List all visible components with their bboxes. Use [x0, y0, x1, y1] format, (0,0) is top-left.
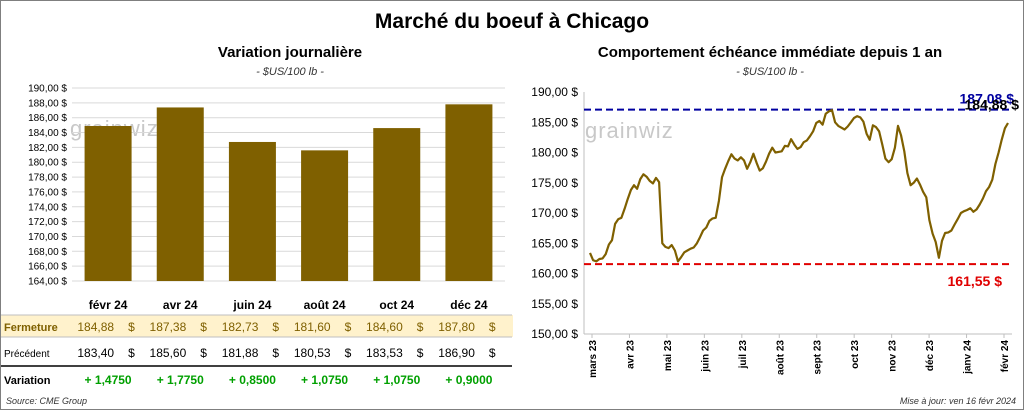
- x-tick-label: août 24: [304, 298, 346, 312]
- watermark: grainwiz: [585, 118, 674, 143]
- y-tick-label: 165,00 $: [531, 236, 578, 250]
- table-cell: 184,88: [77, 320, 114, 334]
- table-cell: 183,53: [366, 346, 403, 360]
- table-cell-unit: $: [272, 320, 279, 334]
- table-cell-unit: $: [417, 320, 424, 334]
- bar: [228, 141, 276, 281]
- table-cell-unit: $: [128, 346, 135, 360]
- table-cell: + 0,8500: [229, 373, 276, 387]
- x-tick-label: févr 24: [89, 298, 128, 312]
- table-cell-unit: $: [128, 320, 135, 334]
- table-cell: 187,38: [150, 320, 187, 334]
- x-tick-label: juin 23: [700, 340, 711, 373]
- x-tick-label: août 23: [775, 340, 786, 375]
- table-cell-unit: $: [272, 346, 279, 360]
- x-tick-label: juin 24: [232, 298, 271, 312]
- bar: [445, 104, 493, 281]
- update-note: Mise à jour: ven 16 févr 2024: [899, 396, 1016, 406]
- left-chart-title: Variation journalière: [217, 44, 363, 61]
- y-tick-label: 166,00 $: [28, 262, 67, 273]
- x-tick-label: mars 23: [588, 340, 599, 378]
- high-value-label: 187,08 $: [960, 91, 1015, 107]
- y-tick-label: 170,00 $: [28, 232, 67, 243]
- price-series-line: [588, 108, 1009, 263]
- x-tick-label: juil 23: [738, 340, 749, 370]
- x-tick-label: avr 24: [163, 298, 198, 312]
- table-cell-unit: $: [345, 346, 352, 360]
- table-cell: + 1,4750: [85, 373, 132, 387]
- table-row-label: Précédent: [4, 349, 50, 360]
- table-cell: + 1,7750: [157, 373, 204, 387]
- y-tick-label: 190,00 $: [28, 84, 67, 95]
- x-tick-label: sept 23: [813, 340, 824, 375]
- y-tick-label: 184,00 $: [28, 128, 67, 139]
- table-row-label: Fermeture: [4, 322, 58, 334]
- x-tick-label: oct 23: [850, 340, 861, 369]
- table-cell-unit: $: [489, 320, 496, 334]
- source-note: Source: CME Group: [6, 396, 88, 406]
- table-cell: + 0,9000: [445, 373, 492, 387]
- table-cell-unit: $: [345, 320, 352, 334]
- y-tick-label: 186,00 $: [28, 113, 67, 124]
- y-tick-label: 168,00 $: [28, 247, 67, 258]
- y-tick-label: 164,00 $: [28, 277, 67, 288]
- y-tick-label: 185,00 $: [531, 115, 578, 129]
- y-tick-label: 182,00 $: [28, 143, 67, 154]
- bar: [301, 150, 349, 281]
- table-cell-unit: $: [489, 346, 496, 360]
- x-tick-label: janv 24: [963, 340, 974, 375]
- x-tick-label: nov 23: [888, 340, 899, 372]
- bar: [156, 107, 204, 282]
- y-tick-label: 160,00 $: [531, 267, 578, 281]
- table-cell: 185,60: [150, 346, 187, 360]
- x-tick-label: mai 23: [663, 340, 674, 372]
- bar: [84, 126, 132, 281]
- table-cell: + 1,0750: [301, 373, 348, 387]
- y-tick-label: 178,00 $: [28, 173, 67, 184]
- x-tick-label: déc 24: [450, 298, 488, 312]
- y-tick-label: 175,00 $: [531, 176, 578, 190]
- left-chart-subtitle: - $US/100 lb -: [256, 66, 324, 78]
- table-cell-unit: $: [200, 346, 207, 360]
- y-tick-label: 188,00 $: [28, 98, 67, 109]
- page-title: Marché du boeuf à Chicago: [374, 10, 650, 33]
- y-tick-label: 155,00 $: [531, 297, 578, 311]
- table-cell: 180,53: [294, 346, 331, 360]
- right-chart-title: Comportement échéance immédiate depuis 1…: [597, 44, 943, 61]
- table-cell-unit: $: [200, 320, 207, 334]
- x-tick-label: oct 24: [379, 298, 414, 312]
- y-tick-label: 174,00 $: [28, 202, 67, 213]
- low-value-label: 161,55 $: [948, 273, 1003, 289]
- row-highlight: [1, 315, 513, 337]
- table-cell-unit: $: [417, 346, 424, 360]
- y-tick-label: 170,00 $: [531, 206, 578, 220]
- table-cell: 181,60: [294, 320, 331, 334]
- table-cell: 183,40: [77, 346, 114, 360]
- y-tick-label: 190,00 $: [531, 85, 578, 99]
- x-tick-label: déc 23: [925, 340, 936, 372]
- x-tick-label: févr 24: [1000, 340, 1011, 373]
- bar: [373, 128, 421, 281]
- right-chart-subtitle: - $US/100 lb -: [736, 66, 804, 78]
- y-tick-label: 180,00 $: [531, 146, 578, 160]
- y-tick-label: 176,00 $: [28, 187, 67, 198]
- last-value-label: 184,88 $: [965, 97, 1020, 113]
- y-tick-label: 180,00 $: [28, 158, 67, 169]
- table-cell: 184,60: [366, 320, 403, 334]
- y-tick-label: 150,00 $: [531, 327, 578, 341]
- x-tick-label: avr 23: [625, 340, 636, 369]
- y-tick-label: 172,00 $: [28, 217, 67, 228]
- table-row-label: Variation: [4, 375, 51, 387]
- table-cell: 186,90: [438, 346, 475, 360]
- table-cell: 187,80: [438, 320, 475, 334]
- table-cell: + 1,0750: [373, 373, 420, 387]
- table-cell: 181,88: [222, 346, 259, 360]
- table-cell: 182,73: [222, 320, 259, 334]
